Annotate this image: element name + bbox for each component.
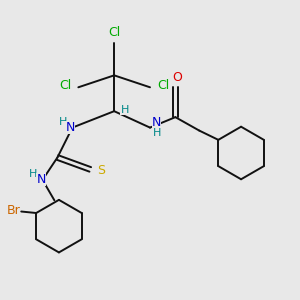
Text: N: N <box>36 173 46 186</box>
Text: H: H <box>152 128 161 138</box>
Text: Cl: Cl <box>108 26 120 38</box>
Text: H: H <box>120 105 129 115</box>
Text: Cl: Cl <box>59 79 71 92</box>
Text: N: N <box>65 121 75 134</box>
Text: Cl: Cl <box>157 79 170 92</box>
Text: H: H <box>29 169 38 179</box>
Text: S: S <box>98 164 106 177</box>
Text: O: O <box>172 71 182 84</box>
Text: H: H <box>58 117 67 127</box>
Text: Br: Br <box>6 203 20 217</box>
Text: N: N <box>152 116 161 129</box>
